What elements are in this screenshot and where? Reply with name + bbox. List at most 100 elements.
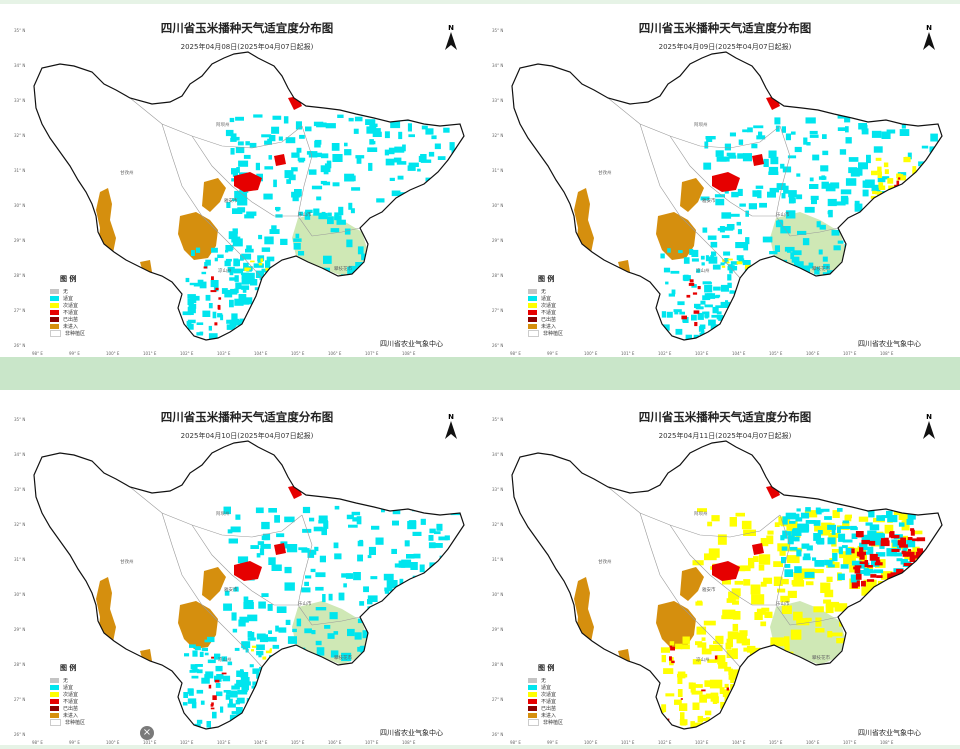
unsuitable-patch (899, 583, 905, 589)
subsuitable-patch (725, 642, 732, 650)
suitable-patch (332, 154, 343, 162)
legend-swatch (50, 699, 59, 704)
suitable-patch (296, 705, 304, 712)
map-title: 四川省玉米播种天气适宜度分布图 (160, 21, 334, 35)
subsuitable-patch (251, 649, 254, 652)
suitable-patch (197, 279, 204, 286)
suitable-patch (790, 252, 795, 260)
subsuitable-patch (748, 557, 755, 569)
suitable-patch (673, 309, 682, 313)
suitable-patch (368, 162, 373, 171)
suitable-patch (894, 225, 903, 233)
unsuitable-patch (714, 655, 718, 660)
suitable-patch (407, 165, 416, 171)
unsuitable-patch (896, 568, 904, 575)
suitable-patch (383, 310, 388, 317)
unsuitable-patch (896, 180, 900, 186)
suitable-patch (775, 125, 780, 132)
subsuitable-patch (694, 684, 703, 688)
suitable-patch (817, 530, 823, 535)
suitable-patch (292, 545, 296, 551)
suitable-patch (201, 647, 208, 652)
suitable-patch (729, 132, 736, 137)
suitable-patch (341, 652, 352, 662)
subsuitable-patch (845, 514, 852, 519)
suitable-patch (788, 535, 795, 541)
subsuitable-patch (704, 680, 715, 687)
subsuitable-patch (904, 156, 909, 159)
suitable-patch (229, 117, 235, 123)
suitable-patch (889, 218, 898, 223)
suitable-patch (374, 710, 384, 716)
suitable-patch (660, 253, 665, 259)
suitable-patch (417, 254, 425, 259)
suitable-patch (875, 262, 879, 268)
subsuitable-patch (732, 600, 739, 605)
subsuitable-patch (869, 676, 880, 687)
suitable-patch (301, 669, 313, 677)
subsuitable-patch (750, 584, 761, 595)
subsuitable-patch (701, 637, 706, 641)
suitable-patch (731, 265, 735, 271)
suitable-patch (855, 167, 863, 176)
suitable-patch (348, 117, 354, 122)
suitable-patch (771, 262, 777, 267)
suitable-patch (383, 573, 394, 581)
subsuitable-patch (244, 267, 250, 272)
suitable-patch (755, 185, 764, 189)
suitable-patch (842, 231, 846, 237)
subsuitable-patch (726, 650, 734, 658)
suitable-patch (285, 649, 294, 653)
suitable-patch (735, 297, 741, 305)
suitable-patch (417, 617, 428, 625)
suitable-patch (426, 645, 436, 652)
suitable-patch (766, 279, 771, 286)
suitable-patch (808, 262, 814, 269)
prefecture-boundary (191, 135, 275, 217)
suitable-patch (371, 229, 383, 237)
close-icon[interactable]: × (140, 726, 154, 740)
legend-item: 无 (528, 677, 563, 684)
suitable-patch (408, 162, 419, 167)
suitable-patch (191, 250, 195, 256)
unsuitable-patch (907, 537, 913, 541)
subsuitable-patch (721, 615, 733, 620)
subsuitable-patch (265, 650, 271, 654)
suitable-patch (872, 307, 882, 314)
subsuitable-patch (877, 166, 882, 173)
suitable-patch (205, 671, 214, 679)
legend-label: 非种植区 (543, 331, 564, 337)
suitable-patch (745, 237, 750, 245)
suitable-patch (865, 570, 876, 574)
subsuitable-patch (901, 671, 913, 681)
region-label: 甘孜州 (120, 169, 134, 176)
suitable-patch (311, 270, 321, 278)
suitable-patch (715, 150, 724, 157)
suitable-patch (321, 211, 326, 215)
suitable-patch (871, 184, 881, 192)
suitable-patch (705, 136, 716, 140)
unsuitable-area (752, 543, 764, 555)
unsuitable-patch (906, 184, 911, 189)
legend-swatch (528, 310, 537, 315)
not-entered-area (202, 567, 226, 601)
suitable-patch (366, 298, 371, 302)
lat-tick: 27° N (492, 697, 504, 702)
legend-item: 非种植区 (528, 719, 563, 726)
suitable-patch (743, 243, 749, 251)
suitable-patch (372, 128, 381, 134)
suitable-patch (434, 289, 441, 293)
suitable-patch (702, 311, 707, 315)
suitable-patch (187, 306, 196, 314)
subsuitable-patch (725, 717, 733, 723)
suitable-patch (385, 239, 393, 248)
suitable-patch (418, 155, 426, 162)
unsuitable-patch (693, 310, 700, 314)
suitable-patch (839, 291, 845, 301)
suitable-patch (711, 314, 720, 318)
prefecture-boundary (639, 512, 741, 668)
suitable-patch (182, 721, 187, 729)
suitable-patch (869, 535, 875, 543)
suitable-patch (280, 304, 288, 308)
suitable-patch (431, 678, 442, 684)
